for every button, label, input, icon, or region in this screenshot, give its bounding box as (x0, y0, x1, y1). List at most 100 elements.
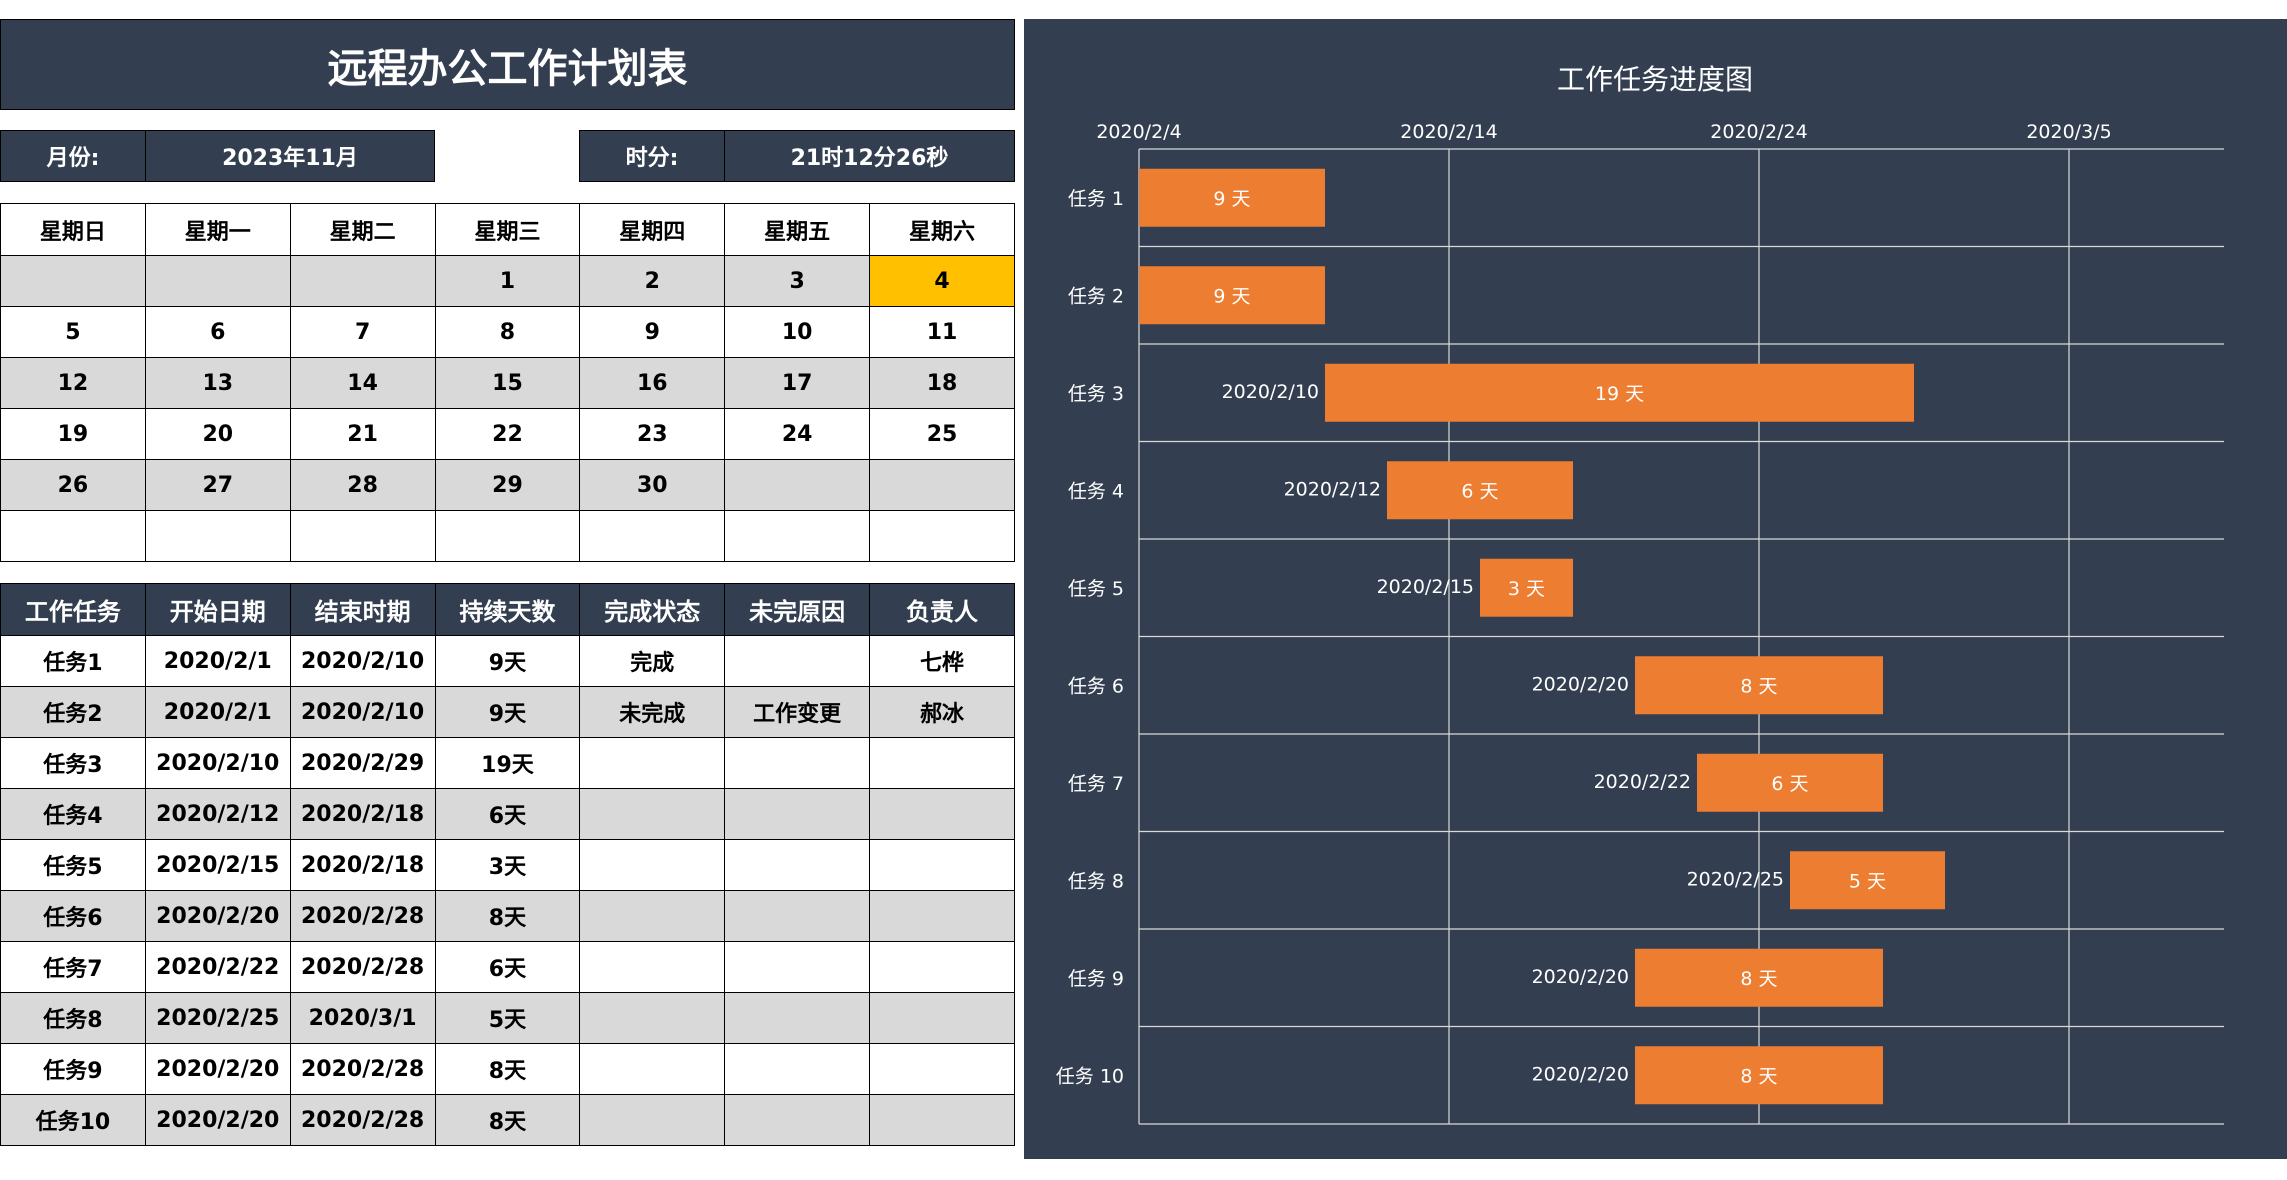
cell-duration[interactable]: 8天 (434, 1043, 581, 1095)
calendar-day-cell[interactable]: 23 (579, 408, 726, 460)
cell-owner[interactable] (869, 1094, 1015, 1146)
calendar-day-cell[interactable]: 8 (434, 306, 581, 358)
calendar-day-cell[interactable] (144, 510, 291, 562)
cell-status[interactable] (579, 737, 726, 789)
cell-duration[interactable]: 8天 (434, 1094, 581, 1146)
cell-task-name[interactable]: 任务3 (0, 737, 146, 789)
calendar-day-cell[interactable]: 3 (724, 255, 871, 307)
cell-end-date[interactable]: 2020/2/18 (289, 839, 436, 891)
cell-start-date[interactable]: 2020/2/12 (144, 788, 291, 840)
calendar-day-cell[interactable] (289, 510, 436, 562)
cell-start-date[interactable]: 2020/2/20 (144, 1094, 291, 1146)
cell-end-date[interactable]: 2020/3/1 (289, 992, 436, 1044)
cell-status[interactable] (579, 890, 726, 942)
cell-task-name[interactable]: 任务9 (0, 1043, 146, 1095)
cell-start-date[interactable]: 2020/2/15 (144, 839, 291, 891)
cell-reason[interactable] (724, 941, 871, 993)
cell-duration[interactable]: 9天 (434, 686, 581, 738)
cell-duration[interactable]: 9天 (434, 635, 581, 687)
cell-start-date[interactable]: 2020/2/22 (144, 941, 291, 993)
cell-end-date[interactable]: 2020/2/28 (289, 890, 436, 942)
cell-start-date[interactable]: 2020/2/25 (144, 992, 291, 1044)
calendar-day-cell[interactable]: 15 (434, 357, 581, 409)
cell-duration[interactable]: 8天 (434, 890, 581, 942)
calendar-day-cell[interactable]: 11 (869, 306, 1015, 358)
cell-task-name[interactable]: 任务4 (0, 788, 146, 840)
cell-start-date[interactable]: 2020/2/1 (144, 635, 291, 687)
cell-owner[interactable] (869, 839, 1015, 891)
calendar-day-cell[interactable]: 9 (579, 306, 726, 358)
calendar-day-cell[interactable]: 22 (434, 408, 581, 460)
cell-duration[interactable]: 3天 (434, 839, 581, 891)
calendar-day-cell[interactable] (724, 510, 871, 562)
cell-owner[interactable] (869, 1043, 1015, 1095)
cell-status[interactable]: 未完成 (579, 686, 726, 738)
calendar-day-cell[interactable] (434, 510, 581, 562)
cell-end-date[interactable]: 2020/2/10 (289, 686, 436, 738)
calendar-day-cell[interactable]: 4 (869, 255, 1015, 307)
calendar-day-cell[interactable] (0, 255, 146, 307)
cell-status[interactable] (579, 1094, 726, 1146)
cell-reason[interactable] (724, 992, 871, 1044)
cell-owner[interactable] (869, 992, 1015, 1044)
calendar-day-cell[interactable]: 21 (289, 408, 436, 460)
cell-status[interactable] (579, 1043, 726, 1095)
cell-owner[interactable] (869, 890, 1015, 942)
month-value[interactable]: 2023年11月 (145, 130, 435, 182)
time-value[interactable]: 21时12分26秒 (724, 130, 1015, 182)
cell-task-name[interactable]: 任务6 (0, 890, 146, 942)
cell-reason[interactable] (724, 788, 871, 840)
cell-reason[interactable]: 工作变更 (724, 686, 871, 738)
cell-start-date[interactable]: 2020/2/1 (144, 686, 291, 738)
cell-task-name[interactable]: 任务7 (0, 941, 146, 993)
calendar-day-cell[interactable]: 18 (869, 357, 1015, 409)
calendar-day-cell[interactable]: 19 (0, 408, 146, 460)
calendar-day-cell[interactable]: 14 (289, 357, 436, 409)
cell-end-date[interactable]: 2020/2/18 (289, 788, 436, 840)
calendar-day-cell[interactable] (869, 510, 1015, 562)
cell-status[interactable] (579, 839, 726, 891)
calendar-day-cell[interactable]: 28 (289, 459, 436, 511)
cell-reason[interactable] (724, 839, 871, 891)
cell-end-date[interactable]: 2020/2/28 (289, 1043, 436, 1095)
calendar-day-cell[interactable]: 5 (0, 306, 146, 358)
calendar-day-cell[interactable]: 16 (579, 357, 726, 409)
calendar-day-cell[interactable]: 27 (144, 459, 291, 511)
calendar-day-cell[interactable] (869, 459, 1015, 511)
cell-reason[interactable] (724, 635, 871, 687)
cell-task-name[interactable]: 任务10 (0, 1094, 146, 1146)
cell-end-date[interactable]: 2020/2/10 (289, 635, 436, 687)
calendar-day-cell[interactable]: 25 (869, 408, 1015, 460)
cell-duration[interactable]: 6天 (434, 941, 581, 993)
calendar-day-cell[interactable]: 1 (434, 255, 581, 307)
cell-reason[interactable] (724, 890, 871, 942)
cell-status[interactable] (579, 788, 726, 840)
cell-reason[interactable] (724, 737, 871, 789)
cell-task-name[interactable]: 任务1 (0, 635, 146, 687)
cell-end-date[interactable]: 2020/2/29 (289, 737, 436, 789)
calendar-day-cell[interactable]: 24 (724, 408, 871, 460)
calendar-day-cell[interactable]: 29 (434, 459, 581, 511)
cell-duration[interactable]: 19天 (434, 737, 581, 789)
cell-task-name[interactable]: 任务5 (0, 839, 146, 891)
cell-reason[interactable] (724, 1094, 871, 1146)
calendar-day-cell[interactable] (0, 510, 146, 562)
calendar-day-cell[interactable]: 26 (0, 459, 146, 511)
cell-task-name[interactable]: 任务2 (0, 686, 146, 738)
calendar-day-cell[interactable]: 30 (579, 459, 726, 511)
calendar-day-cell[interactable]: 17 (724, 357, 871, 409)
calendar-day-cell[interactable]: 10 (724, 306, 871, 358)
calendar-day-cell[interactable]: 2 (579, 255, 726, 307)
cell-task-name[interactable]: 任务8 (0, 992, 146, 1044)
calendar-day-cell[interactable] (144, 255, 291, 307)
cell-reason[interactable] (724, 1043, 871, 1095)
calendar-day-cell[interactable] (724, 459, 871, 511)
cell-owner[interactable] (869, 941, 1015, 993)
cell-start-date[interactable]: 2020/2/20 (144, 890, 291, 942)
cell-owner[interactable]: 七桦 (869, 635, 1015, 687)
calendar-day-cell[interactable]: 7 (289, 306, 436, 358)
cell-end-date[interactable]: 2020/2/28 (289, 1094, 436, 1146)
calendar-day-cell[interactable]: 13 (144, 357, 291, 409)
calendar-day-cell[interactable] (579, 510, 726, 562)
cell-status[interactable] (579, 941, 726, 993)
